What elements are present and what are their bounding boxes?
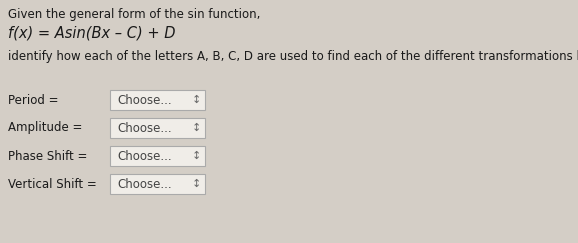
Text: ↕: ↕ (191, 179, 201, 189)
FancyBboxPatch shape (110, 146, 205, 166)
Text: Choose...: Choose... (117, 149, 172, 163)
Text: Given the general form of the sin function,: Given the general form of the sin functi… (8, 8, 260, 21)
Text: ↕: ↕ (191, 95, 201, 105)
Text: Vertical Shift =: Vertical Shift = (8, 177, 97, 191)
FancyBboxPatch shape (110, 118, 205, 138)
Text: f(x) = Asin(Bx – C) + D: f(x) = Asin(Bx – C) + D (8, 26, 176, 41)
Text: ↕: ↕ (191, 123, 201, 133)
Text: identify how each of the letters A, B, C, D are used to find each of the differe: identify how each of the letters A, B, C… (8, 50, 578, 63)
Text: Phase Shift =: Phase Shift = (8, 149, 87, 163)
Text: Amplitude =: Amplitude = (8, 122, 83, 134)
Text: Choose...: Choose... (117, 177, 172, 191)
Text: ↕: ↕ (191, 151, 201, 161)
Text: Choose...: Choose... (117, 122, 172, 134)
Text: Choose...: Choose... (117, 94, 172, 106)
FancyBboxPatch shape (110, 174, 205, 194)
FancyBboxPatch shape (110, 90, 205, 110)
Text: Period =: Period = (8, 94, 58, 106)
